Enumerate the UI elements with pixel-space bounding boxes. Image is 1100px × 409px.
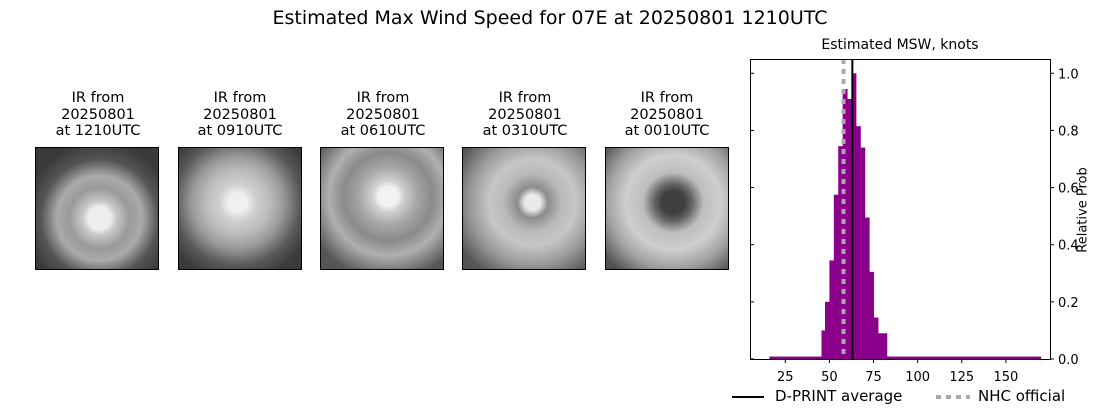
ir-panel-title: IR from 20250801 at 1210UTC — [55, 90, 141, 139]
histogram-bar — [847, 99, 852, 359]
histogram-bar — [838, 146, 844, 359]
y-tick-label: 0.8 — [1058, 124, 1079, 139]
x-axis-ticks: 25 50 75 100 125 150 — [777, 359, 1018, 385]
histogram-bar — [882, 333, 888, 359]
histogram-bar — [825, 301, 830, 359]
ir-satellite-image — [605, 147, 729, 270]
y-tick-label: 0.0 — [1058, 353, 1079, 368]
ir-satellite-image — [178, 147, 302, 270]
legend-dprint-label: D-PRINT average — [775, 387, 903, 405]
y-tick-label: 1.0 — [1058, 67, 1079, 82]
y-tick-label: 0.2 — [1058, 296, 1079, 311]
histogram-bar — [864, 217, 870, 359]
histogram-title: Estimated MSW, knots — [821, 37, 979, 53]
histogram-tail — [769, 356, 1042, 359]
x-tick-label: 125 — [949, 370, 974, 385]
histogram-bar — [851, 73, 857, 360]
histogram-bar — [829, 260, 835, 359]
y-axis-label: Relative Prob — [1075, 167, 1091, 253]
plot-frame — [750, 59, 1051, 360]
figure-title: Estimated Max Wind Speed for 07E at 2025… — [272, 7, 828, 29]
histogram-bar — [869, 271, 875, 359]
legend-nhc-label: NHC official — [978, 387, 1066, 405]
x-tick-label: 75 — [865, 370, 882, 385]
histogram-bar — [860, 147, 866, 359]
ir-satellite-image — [35, 147, 159, 270]
ir-panel-title: IR from 20250801 at 0910UTC — [197, 90, 283, 139]
x-tick-label: 100 — [905, 370, 930, 385]
ir-satellite-image — [462, 147, 586, 270]
y-tick-label: 0.6 — [1058, 182, 1079, 197]
x-tick-label: 150 — [993, 370, 1018, 385]
ir-satellite-image — [320, 147, 444, 270]
histogram-bars — [769, 73, 1042, 360]
histogram-bar — [877, 333, 883, 359]
ir-panel-title: IR from 20250801 at 0310UTC — [482, 90, 568, 139]
y-axis-ticks: 0.0 0.2 0.4 0.6 0.8 1.0 — [750, 67, 1079, 368]
histogram-bar — [855, 126, 861, 360]
y-tick-label: 0.4 — [1058, 239, 1079, 254]
ir-panel-title: IR from 20250801 at 0610UTC — [340, 90, 426, 139]
histogram-bar — [833, 194, 839, 359]
x-tick-label: 50 — [821, 370, 838, 385]
histogram-bar — [821, 330, 827, 359]
ir-panel-title: IR from 20250801 at 0010UTC — [624, 90, 710, 139]
x-tick-label: 25 — [777, 370, 794, 385]
histogram-bar — [873, 317, 879, 359]
